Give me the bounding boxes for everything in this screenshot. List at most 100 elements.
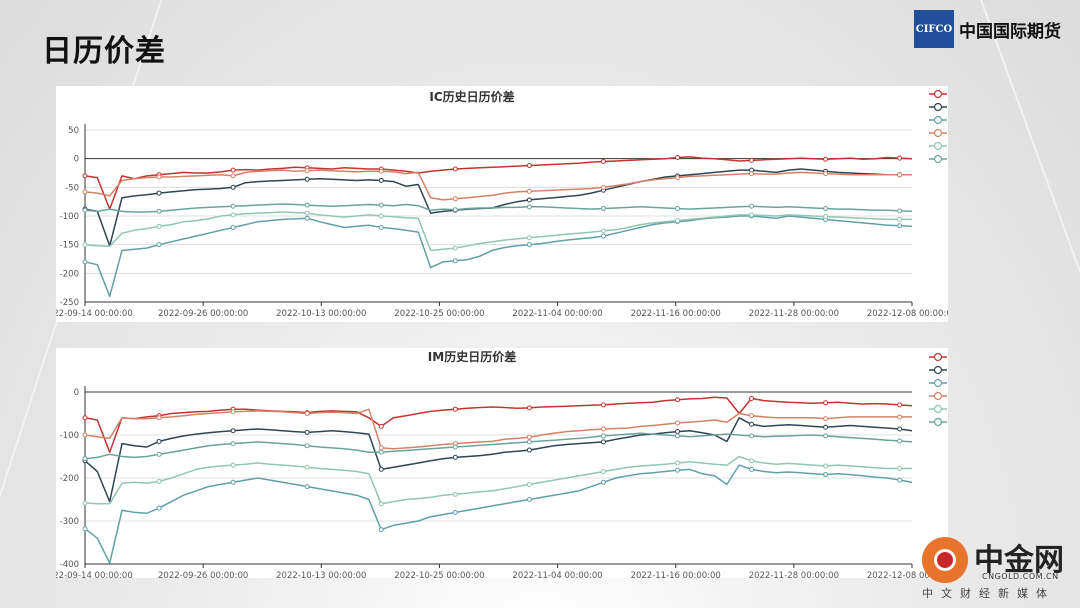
series-line [84, 211, 912, 252]
y-tick-label: -100 [60, 212, 79, 222]
legend-marker [933, 365, 943, 375]
data-point [230, 479, 236, 485]
data-point [82, 259, 88, 265]
data-point [897, 466, 903, 472]
data-point [600, 402, 606, 408]
data-point [82, 173, 88, 179]
data-point [156, 242, 162, 248]
data-point [600, 159, 606, 165]
data-point [156, 415, 162, 421]
data-point [897, 172, 903, 178]
data-point [897, 216, 903, 222]
data-point [304, 484, 310, 490]
data-point [749, 171, 755, 177]
y-tick-label: -400 [60, 560, 79, 570]
y-tick-label: -100 [60, 431, 79, 441]
data-point [452, 196, 458, 202]
data-point [156, 478, 162, 484]
y-tick-label: 0 [74, 155, 79, 165]
data-point [156, 190, 162, 196]
data-point [230, 203, 236, 209]
series-line [84, 215, 913, 298]
y-tick-label: -300 [60, 517, 79, 527]
data-point [526, 242, 532, 248]
x-tick-label: 2022-10-13 00:00:00 [276, 571, 366, 578]
x-tick-label: 2022-11-28 00:00:00 [749, 571, 839, 578]
data-point [823, 214, 829, 220]
series-line [84, 408, 912, 450]
data-point [304, 429, 310, 435]
data-point [526, 434, 532, 440]
data-point [452, 258, 458, 264]
data-point [526, 235, 532, 241]
data-point [823, 171, 829, 177]
legend-marker [933, 102, 943, 112]
data-point [600, 233, 606, 239]
data-point [749, 421, 755, 427]
data-point [897, 155, 903, 161]
series-line [84, 168, 912, 247]
data-point [82, 526, 88, 532]
y-tick-label: -200 [60, 474, 79, 484]
data-point [674, 175, 680, 181]
legend-marker [933, 391, 943, 401]
legend-marker [933, 89, 943, 99]
data-point [230, 167, 236, 173]
data-point [823, 416, 829, 422]
data-point [156, 223, 162, 229]
data-point [230, 409, 236, 415]
data-point [230, 462, 236, 468]
data-point [452, 406, 458, 412]
data-point [452, 444, 458, 450]
data-point [82, 189, 88, 195]
data-point [823, 156, 829, 162]
data-point [526, 405, 532, 411]
data-point [749, 466, 755, 472]
watermark-domain: CNGOLD.COM.CN [982, 572, 1059, 581]
data-point [82, 207, 88, 213]
data-point [230, 184, 236, 190]
data-point [156, 438, 162, 444]
data-point [156, 174, 162, 180]
chart-title: IM历史日历价差 [428, 349, 516, 364]
data-point [823, 472, 829, 478]
data-point [304, 210, 310, 216]
logo-name: 中国国际期货 [959, 21, 1061, 42]
data-point [674, 420, 680, 426]
legend-marker [933, 115, 943, 125]
data-point [378, 501, 384, 507]
data-point [674, 218, 680, 224]
data-point [378, 466, 384, 472]
data-point [749, 433, 755, 439]
data-point [304, 464, 310, 470]
y-tick-label: -50 [65, 183, 79, 193]
data-point [674, 397, 680, 403]
data-point [526, 188, 532, 194]
data-point [378, 449, 384, 455]
data-point [600, 228, 606, 234]
data-point [526, 204, 532, 210]
data-point [378, 224, 384, 230]
data-point [674, 460, 680, 466]
series-line [84, 432, 913, 460]
data-point [600, 479, 606, 485]
data-point [378, 445, 384, 451]
data-point [897, 402, 903, 408]
data-point [452, 166, 458, 172]
data-point [156, 451, 162, 457]
x-tick-label: 2022-12-08 00:00:00 [867, 571, 948, 578]
data-point [526, 497, 532, 502]
data-point [526, 481, 532, 487]
legend-marker [933, 378, 943, 388]
data-point [378, 527, 384, 533]
data-point [600, 433, 606, 439]
data-point [82, 456, 88, 462]
data-point [156, 208, 162, 214]
data-point [452, 245, 458, 251]
data-point [230, 428, 236, 434]
data-point [823, 400, 829, 406]
data-point [897, 426, 903, 432]
data-point [304, 202, 310, 208]
ic-chart-panel: IC历史日历价差 50 0 -50 -100 -150 -200 -250 22-09-14 0… [56, 86, 948, 322]
